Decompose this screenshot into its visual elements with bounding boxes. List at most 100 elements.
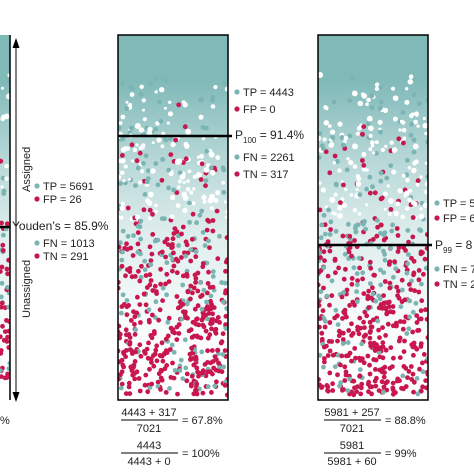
negative-sample-dot (223, 268, 228, 274)
positive-sample-dot (133, 327, 139, 333)
scatter-gap (333, 212, 337, 216)
negative-sample-dot (386, 304, 392, 309)
scatter-gap (182, 207, 188, 214)
positive-sample-dot (171, 349, 177, 355)
scatter-gap (159, 87, 165, 93)
negative-sample-dot (223, 290, 228, 296)
scatter-gap (150, 168, 156, 174)
negative-sample-dot (422, 256, 428, 262)
negative-sample-dot (154, 291, 160, 296)
negative-sample-dot (223, 259, 228, 265)
negative-sample-dot (349, 389, 355, 395)
negative-sample-dot (397, 335, 403, 341)
scatter-gap (118, 121, 123, 125)
positive-sample-dot (130, 86, 136, 91)
positive-sample-dot (146, 307, 152, 313)
positive-sample-dot (142, 267, 148, 273)
scatter-gap (141, 143, 146, 148)
positive-sample-dot (208, 293, 214, 299)
scatter-gap (138, 127, 145, 133)
negative-sample-dot (194, 333, 200, 339)
negative-sample-dot (338, 200, 343, 206)
scatter-gap (368, 125, 374, 132)
negative-sample-dot (183, 309, 188, 315)
scatter-gap (348, 160, 354, 166)
positive-sample-dot (145, 168, 151, 174)
scatter-gap (120, 201, 126, 207)
positive-sample-dot (405, 228, 411, 233)
negative-sample-dot (0, 374, 4, 379)
negative-sample-dot (416, 289, 422, 295)
negative-sample-dot (391, 355, 396, 361)
negative-sample-dot (367, 362, 372, 368)
negative-sample-dot (132, 371, 137, 376)
negative-sample-dot (379, 306, 385, 311)
negative-sample-dot (338, 362, 343, 368)
negative-sample-dot (347, 303, 352, 308)
negative-sample-dot (423, 378, 428, 383)
formula-denominator: 4443 + 0 (127, 456, 170, 468)
scatter-gap (122, 179, 126, 183)
positive-sample-dot (409, 121, 414, 127)
negative-sample-dot (123, 354, 128, 360)
negative-sample-dot (377, 335, 382, 340)
positive-sample-dot (390, 222, 395, 228)
negative-sample-dot (373, 383, 379, 389)
scatter-gap (401, 173, 406, 178)
positive-sample-dot (153, 161, 159, 167)
scatter-gap (412, 160, 417, 166)
scatter-gap (333, 192, 338, 197)
negative-sample-dot (2, 305, 8, 311)
scatter-gap (374, 82, 380, 87)
negative-sample-dot (424, 245, 428, 251)
negative-sample-dot (205, 369, 211, 375)
negative-sample-dot (137, 302, 143, 307)
positive-sample-dot (1, 232, 6, 238)
scatter-gap (422, 202, 428, 208)
negative-sample-dot (147, 244, 153, 250)
positive-sample-dot (212, 383, 218, 389)
negative-sample-dot (321, 285, 326, 291)
positive-sample-dot (172, 368, 178, 373)
negative-sample-dot (179, 255, 184, 260)
positive-sample-dot (164, 260, 170, 265)
positive-sample-dot (323, 318, 328, 324)
positive-sample-dot (370, 291, 376, 297)
tn-marker (34, 253, 40, 259)
negative-sample-dot (421, 271, 426, 277)
positive-sample-dot (125, 233, 131, 239)
scatter-gap (166, 121, 170, 125)
scatter-gap (355, 188, 359, 192)
positive-sample-dot (323, 231, 328, 237)
scatter-gap (129, 92, 135, 97)
positive-sample-dot (142, 258, 148, 264)
positive-sample-dot (341, 290, 346, 295)
positive-sample-dot (194, 220, 200, 226)
positive-sample-dot (210, 269, 216, 274)
negative-sample-dot (361, 291, 367, 296)
negative-sample-dot (361, 319, 366, 325)
negative-sample-dot (174, 337, 180, 342)
negative-sample-dot (141, 207, 147, 213)
negative-sample-dot (349, 281, 355, 287)
positive-sample-dot (180, 376, 186, 381)
scatter-gap (386, 184, 390, 188)
negative-sample-dot (205, 281, 211, 286)
scatter-gap (424, 161, 428, 165)
negative-sample-dot (159, 377, 165, 383)
scatter-gap (404, 206, 410, 211)
negative-sample-dot (209, 326, 214, 332)
negative-sample-dot (172, 226, 178, 232)
scatter-gap (120, 114, 126, 120)
negative-sample-dot (325, 388, 331, 394)
positive-sample-dot (411, 92, 417, 98)
right-panel-dots (318, 72, 428, 398)
negative-sample-dot (407, 282, 412, 287)
negative-sample-dot (214, 357, 219, 362)
scatter-gap (160, 144, 165, 149)
scatter-gap (405, 87, 409, 91)
scatter-gap (397, 188, 403, 194)
negative-sample-dot (410, 371, 416, 377)
negative-sample-dot (411, 389, 416, 395)
scatter-gap (154, 90, 158, 94)
